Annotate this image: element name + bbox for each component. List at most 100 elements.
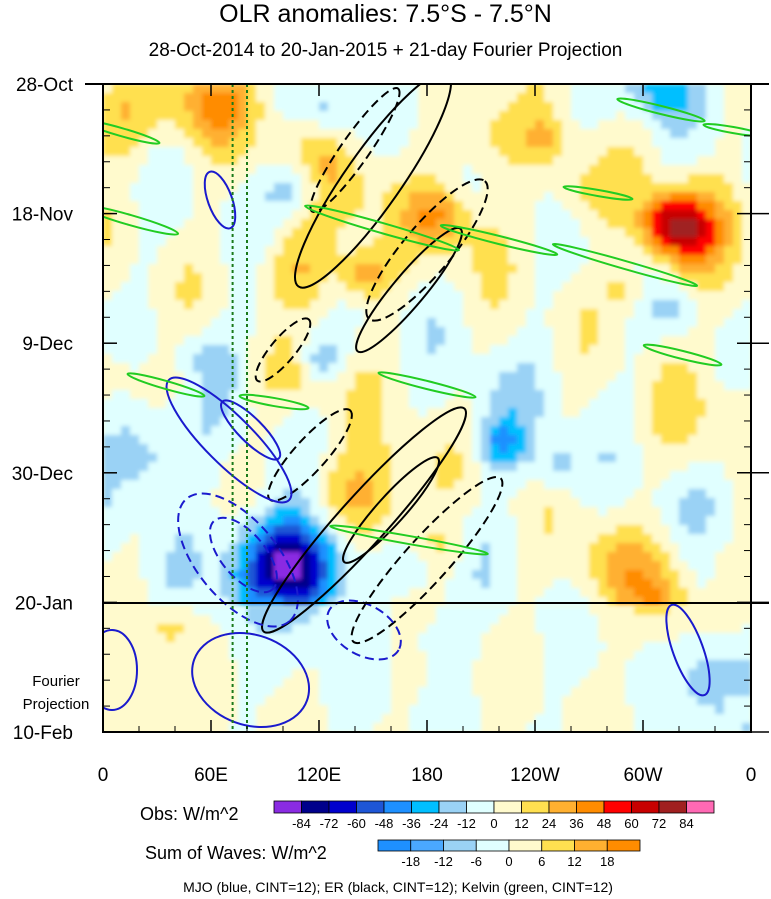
obs-colorbar-swatch	[328, 800, 357, 814]
wave-sum-field	[103, 606, 751, 732]
waves-colorbar-swatch	[508, 839, 543, 852]
kelvin-contour	[439, 223, 559, 257]
waves-colorbar-swatch	[410, 839, 444, 852]
obs-colorbar-swatch	[493, 800, 522, 814]
obs-colorbar-swatch	[603, 800, 632, 814]
obs-colorbar-swatch	[273, 800, 302, 814]
obs-colorbar-swatch	[521, 800, 550, 814]
er-contour	[365, 178, 489, 322]
obs-colorbar-level-label: -36	[402, 816, 421, 831]
mjo-contour	[203, 170, 237, 230]
obs-colorbar-swatch	[411, 800, 440, 814]
obs-colorbar-swatch	[686, 800, 715, 814]
obs-colorbar-level-label: -84	[292, 816, 311, 831]
obs-anomaly-field	[103, 84, 751, 607]
waves-colorbar-level-label: -18	[401, 854, 420, 869]
x-tick-label: 180	[411, 765, 443, 786]
x-tick-label: 120E	[297, 765, 341, 786]
waves-colorbar-swatch	[574, 839, 608, 852]
obs-colorbar-level-label: 48	[597, 816, 611, 831]
kelvin-contour	[304, 204, 460, 252]
mjo-contour	[165, 376, 293, 504]
kelvin-contour	[377, 371, 477, 399]
waves-colorbar-level-label: 0	[505, 854, 512, 869]
obs-colorbar-level-label: -72	[320, 816, 339, 831]
waves-colorbar-swatch	[475, 839, 510, 852]
obs-colorbar-swatch	[631, 800, 660, 814]
er-contour	[254, 317, 312, 383]
obs-colorbar-swatch	[301, 800, 330, 814]
x-tick-label: 120W	[510, 765, 560, 786]
obs-colorbar-level-label: -12	[457, 816, 476, 831]
obs-colorbar-level-label: 60	[624, 816, 638, 831]
obs-colorbar-level-label: 84	[679, 816, 693, 831]
er-contour	[293, 84, 453, 289]
obs-colorbar-level-label: 12	[514, 816, 528, 831]
x-tick-label: 60E	[194, 765, 228, 786]
x-tick-label: 0	[98, 765, 109, 786]
kelvin-contour	[126, 372, 206, 398]
obs-colorbar-swatch	[658, 800, 687, 814]
waves-colorbar-swatch	[377, 839, 412, 852]
obs-colorbar-level-label: -24	[430, 816, 449, 831]
footer-caption: MJO (blue, CINT=12); ER (black, CINT=12)…	[183, 879, 613, 895]
kelvin-contour	[329, 524, 489, 556]
kelvin-contour	[103, 204, 180, 236]
obs-colorbar-swatch	[383, 800, 412, 814]
waves-colorbar-level-label: 6	[538, 854, 545, 869]
obs-colorbar-level-label: 36	[569, 816, 583, 831]
y-tick-label: 10-Feb	[13, 723, 73, 744]
er-contour	[261, 406, 467, 634]
mjo-contour	[326, 599, 402, 661]
waves-colorbar-swatch	[606, 839, 641, 852]
kelvin-contour	[238, 393, 310, 411]
axes: 0 60E 120E 180 120W 60W 0 28-Oct 18-Nov 9-Dec 30-D…	[12, 75, 769, 786]
x-tick-label: 60W	[623, 765, 662, 786]
y-tick-label: 28-Oct	[16, 75, 74, 96]
mjo-contour	[103, 629, 138, 711]
colorbars: -84 -72 -60 -48 -36 -24 -12 0 12 24 36 48 60 72 84-18-…	[273, 800, 715, 869]
wave-contours	[103, 84, 751, 729]
reference-lines	[231, 84, 248, 732]
mjo-contour	[665, 603, 711, 697]
forecast-label-line2: Projection	[23, 696, 90, 713]
er-contour	[350, 475, 504, 645]
obs-colorbar-label: Obs: W/m^2	[140, 804, 238, 824]
kelvin-contour	[562, 185, 634, 201]
waves-colorbar-level-label: 12	[567, 854, 581, 869]
waves-colorbar-level-label: -6	[470, 854, 482, 869]
obs-colorbar-level-label: 24	[542, 816, 556, 831]
kelvin-contour	[642, 343, 723, 367]
x-tick-label: 0	[746, 765, 757, 786]
mjo-contour	[220, 399, 282, 461]
obs-colorbar-swatch	[548, 800, 577, 814]
er-contour	[355, 226, 463, 354]
obs-colorbar-level-label: -48	[375, 816, 394, 831]
er-contour	[342, 456, 440, 564]
waves-colorbar-level-label: -12	[434, 854, 453, 869]
y-tick-label: 9-Dec	[22, 334, 73, 355]
mjo-contour	[208, 516, 278, 594]
forecast-label-line1: Fourier	[32, 673, 80, 690]
obs-colorbar-level-label: 72	[652, 816, 666, 831]
obs-colorbar-level-label: -60	[347, 816, 366, 831]
kelvin-contour	[103, 119, 161, 145]
obs-colorbar-swatch	[466, 800, 495, 814]
y-tick-label: 20-Jan	[15, 593, 73, 614]
chart-title: OLR anomalies: 7.5°S - 7.5°N	[219, 0, 552, 28]
waves-colorbar-swatch	[443, 839, 477, 852]
mjo-contour	[177, 492, 299, 628]
obs-colorbar-swatch	[576, 800, 605, 814]
obs-colorbar-swatch	[356, 800, 385, 814]
kelvin-contour	[551, 242, 699, 288]
obs-colorbar-level-label: 0	[490, 816, 497, 831]
chart-subtitle: 28-Oct-2014 to 20-Jan-2015 + 21-day Four…	[148, 40, 623, 61]
obs-colorbar-swatch	[438, 800, 467, 814]
waves-colorbar-swatch	[541, 839, 575, 852]
y-tick-label: 18-Nov	[12, 205, 74, 226]
er-contour	[309, 87, 401, 213]
kelvin-contour	[702, 123, 751, 137]
waves-colorbar-level-label: 18	[600, 854, 614, 869]
y-tick-label: 30-Dec	[12, 464, 73, 485]
